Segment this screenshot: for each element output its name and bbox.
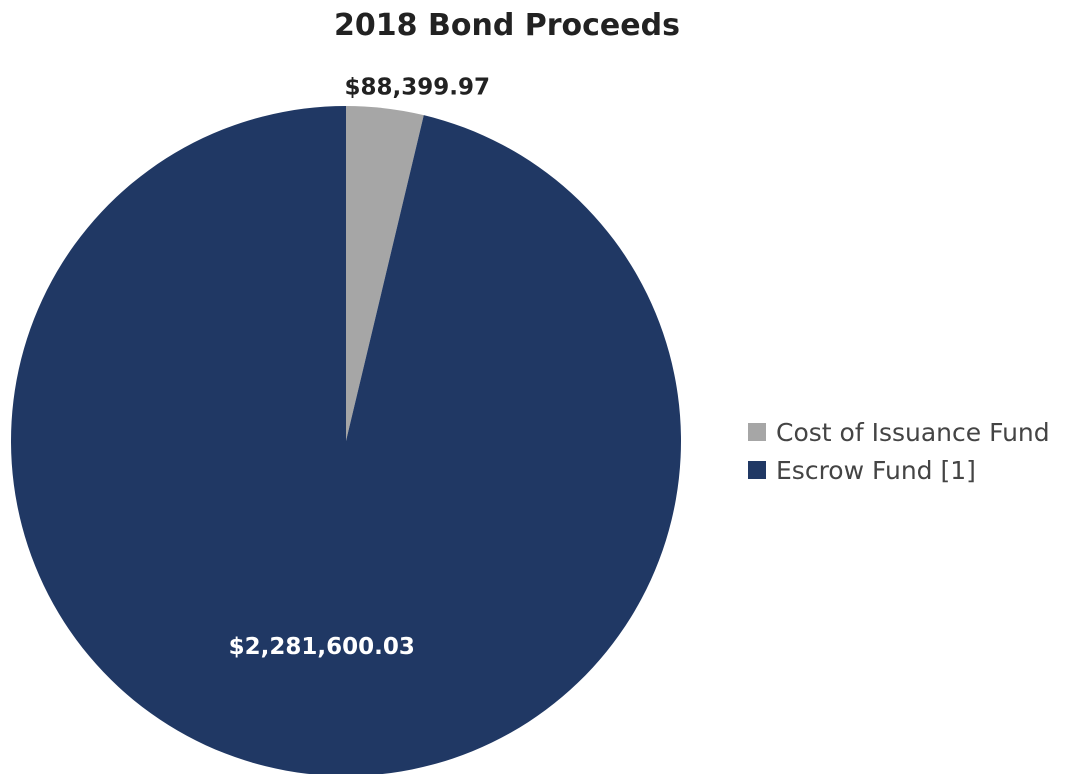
legend-swatch-escrow-fund <box>748 461 766 479</box>
legend: Cost of Issuance Fund Escrow Fund [1] <box>748 414 1050 490</box>
legend-item-cost-of-issuance: Cost of Issuance Fund <box>748 414 1050 450</box>
legend-label-escrow-fund: Escrow Fund [1] <box>776 455 976 485</box>
legend-label-cost-of-issuance: Cost of Issuance Fund <box>776 417 1050 447</box>
data-label-cost-of-issuance: $88,399.97 <box>345 74 491 100</box>
legend-item-escrow-fund: Escrow Fund [1] <box>748 452 1050 488</box>
pie-slice-escrow-fund <box>11 106 681 774</box>
legend-swatch-cost-of-issuance <box>748 423 766 441</box>
chart-title: 2018 Bond Proceeds <box>334 8 680 43</box>
data-label-escrow-fund: $2,281,600.03 <box>229 634 415 660</box>
pie-slice-cost-of-issuance <box>346 106 424 441</box>
